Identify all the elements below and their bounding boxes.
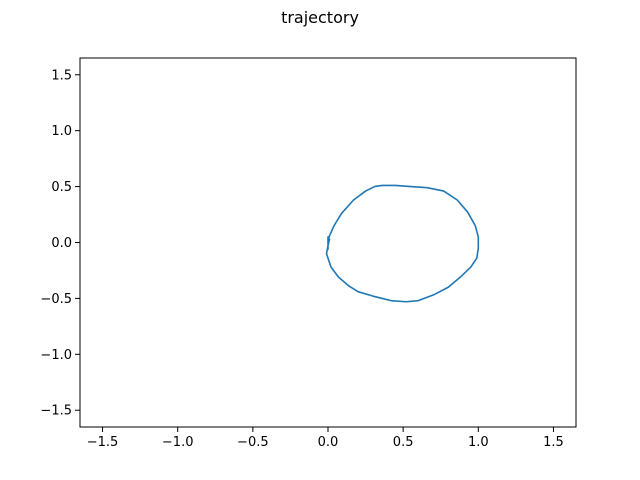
- chart-title: trajectory: [281, 8, 359, 27]
- x-tick-label: −1.5: [87, 435, 119, 450]
- y-tick-label: −1.0: [40, 348, 72, 363]
- x-tick-label: −1.0: [162, 435, 194, 450]
- trajectory-line: [325, 184, 480, 303]
- y-tick-label: 0.5: [51, 180, 72, 195]
- x-tick-label: 0.5: [393, 435, 414, 450]
- plot-area: −1.5 −1.0 −0.5 0.0 0.5 1.0 1.5 −1.5 −1.0 −0.5 0.0…: [40, 57, 577, 450]
- y-tick-label: 0.0: [51, 236, 72, 251]
- y-tick-label: 1.5: [51, 68, 72, 83]
- y-tick-label: −1.5: [40, 404, 72, 419]
- x-tick-label: −0.5: [237, 435, 269, 450]
- y-tick-label: −0.5: [40, 292, 72, 307]
- x-tick-label: 1.0: [468, 435, 489, 450]
- series-layer: [325, 184, 480, 303]
- x-axis: −1.5 −1.0 −0.5 0.0 0.5 1.0 1.5: [87, 427, 564, 450]
- x-tick-label: 0.0: [318, 435, 339, 450]
- y-axis: −1.5 −1.0 −0.5 0.0 0.5 1.0 1.5: [40, 68, 80, 419]
- x-tick-label: 1.5: [543, 435, 564, 450]
- y-tick-label: 1.0: [51, 124, 72, 139]
